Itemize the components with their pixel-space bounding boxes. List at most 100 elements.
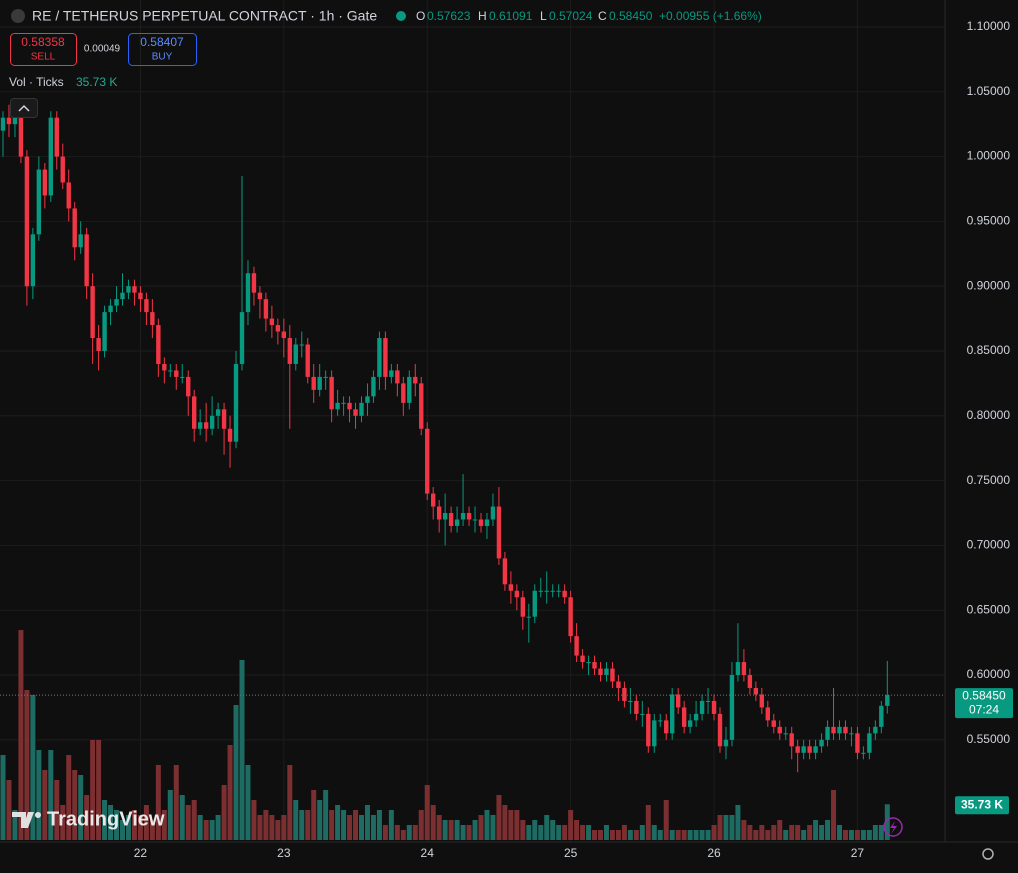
volume-bar — [765, 830, 771, 840]
sell-button[interactable] — [10, 33, 77, 66]
candle-body — [162, 363, 167, 371]
volume-bar — [221, 785, 227, 840]
candle-body — [484, 519, 490, 526]
sell-price[interactable]: 0.58358 — [21, 35, 65, 49]
collapse-button[interactable] — [10, 98, 38, 118]
candle-body — [819, 739, 824, 747]
grid — [0, 0, 945, 842]
candles — [0, 104, 890, 773]
volume-bar — [382, 825, 388, 840]
candle-body — [96, 338, 101, 351]
candle-body — [640, 713, 645, 715]
y-tick-label: 0.70000 — [967, 538, 1011, 552]
candle-body — [108, 305, 113, 313]
candle-body — [269, 318, 275, 326]
volume-bar — [807, 825, 813, 840]
volume-bar — [335, 805, 341, 840]
candle-body — [508, 584, 514, 591]
candle-body — [867, 733, 872, 753]
candle-body — [604, 668, 609, 676]
volume-bar — [771, 825, 777, 840]
volume-bar — [484, 810, 490, 840]
candle-body — [855, 733, 860, 753]
volume-bar — [854, 830, 860, 840]
candle-body — [622, 687, 627, 701]
collapse-icon[interactable] — [18, 104, 30, 112]
candle-body — [287, 338, 292, 364]
volume-bar — [215, 815, 221, 840]
candle-body — [36, 169, 42, 235]
candle-body — [90, 286, 95, 339]
volume-bar — [472, 820, 478, 840]
ohlc-key: C — [598, 9, 607, 23]
volume-bar — [783, 830, 789, 840]
candle-body — [144, 299, 149, 313]
sell-label[interactable]: SELL — [31, 52, 56, 63]
volume-bar — [609, 830, 615, 840]
candle-body — [705, 700, 711, 702]
volume-bar — [490, 815, 496, 840]
candle-body — [341, 402, 346, 404]
candle-body — [54, 117, 59, 157]
volume-bar — [759, 825, 765, 840]
volume-bar — [699, 830, 705, 840]
candle-body — [24, 156, 30, 287]
volume-bar — [466, 825, 472, 840]
volume-bar — [801, 830, 807, 840]
candle-body — [174, 370, 179, 377]
volume-bar — [36, 750, 42, 840]
volume-bar — [311, 790, 317, 840]
volume-bar — [753, 830, 759, 840]
volume-bar — [317, 800, 323, 840]
volume-bar — [723, 815, 729, 840]
candle-body — [741, 662, 747, 676]
candle-body — [675, 694, 681, 708]
candle-body — [359, 402, 364, 416]
candle-body — [419, 383, 424, 429]
settings-button[interactable] — [982, 848, 994, 860]
ohlc-key: O — [416, 9, 425, 23]
candle-body — [6, 117, 12, 125]
volume-bar — [78, 775, 84, 840]
lightning-button[interactable] — [883, 817, 903, 837]
logo-mark — [12, 812, 34, 828]
volume-bar — [102, 800, 108, 840]
volume-bar — [424, 785, 430, 840]
volume-bar — [848, 830, 854, 840]
candle-body — [813, 746, 818, 753]
volume-bar — [651, 825, 657, 840]
buy-label[interactable]: BUY — [152, 52, 173, 63]
volume-bar — [24, 690, 30, 840]
candle-body — [658, 720, 663, 722]
candle-body — [693, 713, 699, 721]
candle-body — [221, 409, 227, 429]
volume-bar — [598, 830, 603, 840]
volume-bar — [729, 815, 735, 840]
volume-bar — [131, 810, 137, 840]
volume-bar — [645, 805, 651, 840]
chart-title: RE / TETHERUS PERPETUAL CONTRACT · 1h · … — [32, 8, 377, 24]
candle-body — [389, 370, 394, 377]
volume-bar — [269, 815, 275, 840]
volume-bar — [448, 820, 454, 840]
candle-body — [168, 370, 173, 372]
buy-button[interactable] — [128, 33, 197, 66]
candle-body — [72, 208, 77, 248]
candle-body — [879, 705, 884, 727]
candle-body — [574, 636, 579, 656]
volume-bar — [251, 800, 257, 840]
candle-body — [586, 662, 591, 664]
volume-bar — [257, 815, 263, 840]
volume-bar — [263, 810, 269, 840]
symbol-icon — [11, 9, 25, 23]
volume-bar — [866, 830, 872, 840]
x-tick-label: 22 — [134, 846, 148, 860]
volume-bar — [842, 830, 848, 840]
volume-bar — [478, 815, 484, 840]
candle-body — [293, 344, 298, 364]
candle-body — [317, 376, 322, 390]
lightning-icon[interactable] — [890, 821, 897, 834]
candle-body — [233, 363, 239, 442]
buy-price[interactable]: 0.58407 — [140, 35, 184, 49]
y-tick-label: 1.00000 — [967, 149, 1011, 163]
